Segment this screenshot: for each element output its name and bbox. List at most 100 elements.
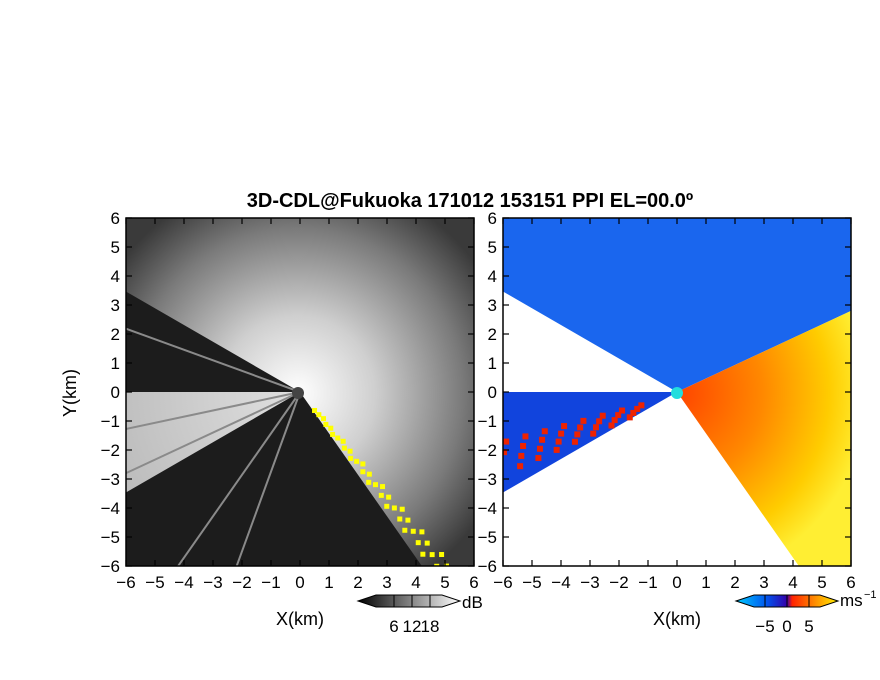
echo-cell	[415, 540, 421, 546]
x-tick-label: −5	[522, 573, 541, 592]
echo-cell	[555, 438, 562, 445]
x-tick-label: 0	[672, 573, 681, 592]
echo-cell	[419, 529, 425, 535]
velocity-ticks: −6 −5 −4 −3 −2 −1 0 1 2 3 4 5 6 −6 −5 −4 −3 −2 −1 0 1 2 3 4 5 6	[478, 209, 856, 592]
echo-cell	[574, 431, 581, 438]
velocity-image	[503, 218, 851, 566]
echo-cell	[328, 425, 334, 431]
echo-cell	[354, 458, 360, 464]
echo-cell	[340, 438, 346, 444]
y-axis-label: Y(km)	[60, 369, 80, 417]
echo-cell	[590, 430, 597, 437]
beam-ray	[126, 391, 301, 475]
velocity-panel: −6 −5 −4 −3 −2 −1 0 1 2 3 4 5 6 −6 −5 −4 −3 −2 −1 0 1 2 3 4 5 6 X…	[478, 209, 877, 636]
reflectivity-colorbar: 6 12 18 dB	[356, 593, 483, 636]
echo-cell	[397, 516, 403, 522]
echo-cell	[599, 412, 606, 419]
y-tick-label: −2	[101, 441, 120, 460]
y-tick-label: −4	[478, 499, 497, 518]
y-tick-label: 5	[488, 238, 497, 257]
x-tick-label: 5	[440, 573, 449, 592]
beam-ray	[235, 391, 301, 566]
x-tick-label: 4	[788, 573, 797, 592]
velocity-colorbar: −5 0 5 ms −1	[734, 589, 877, 636]
echo-cell	[463, 587, 468, 592]
x-tick-label: 4	[411, 573, 420, 592]
echo-cell	[611, 417, 618, 424]
echo-cell	[626, 414, 633, 421]
y-tick-label: 0	[111, 383, 120, 402]
echo-cell	[615, 412, 622, 419]
colorbar-tick-label: 12	[403, 617, 422, 636]
x-tick-label: −2	[232, 573, 251, 592]
echo-cell	[312, 407, 318, 413]
y-tick-label: 5	[111, 238, 120, 257]
velocity-colorbar-ticks: −5 0 5	[755, 595, 814, 636]
colorbar-tick-label: 0	[782, 617, 791, 636]
echo-cell	[443, 563, 449, 566]
reflectivity-colorbar-ticks: 6 12 18	[389, 595, 439, 636]
echo-cell	[420, 551, 426, 557]
y-tick-label: 6	[111, 209, 120, 228]
colorbar-tick-label: 5	[804, 617, 813, 636]
x-tick-label: 2	[353, 573, 362, 592]
echo-cell	[596, 418, 603, 425]
echo-cell	[503, 449, 508, 456]
echo-cell	[535, 455, 542, 462]
echo-cell	[453, 587, 458, 592]
echo-cell	[571, 438, 578, 445]
x-tick-label: −4	[174, 573, 193, 592]
velocity-sector-west	[503, 392, 677, 493]
x-tick-label: −6	[493, 573, 512, 592]
echo-cell	[320, 416, 326, 422]
echo-cell	[561, 423, 568, 430]
echo-cell	[630, 409, 637, 416]
radar-site-marker-velocity	[671, 387, 683, 399]
reflectivity-image	[126, 218, 474, 592]
y-tick-label: 1	[111, 354, 120, 373]
echo-cell	[577, 424, 584, 431]
x-tick-label: 1	[701, 573, 710, 592]
x-tick-label: −1	[638, 573, 657, 592]
echo-cell	[410, 528, 416, 534]
x-axis-label-right: X(km)	[653, 609, 701, 629]
x-tick-label: −3	[203, 573, 222, 592]
echo-cell	[429, 552, 435, 558]
x-tick-label: 3	[759, 573, 768, 592]
echo-cell	[518, 452, 525, 459]
echo-cell	[536, 445, 543, 452]
y-tick-label: 3	[111, 296, 120, 315]
echo-cell	[580, 417, 587, 424]
echo-cell	[522, 433, 529, 440]
reflectivity-sector-west	[126, 392, 300, 493]
x-axis-label-left: X(km)	[276, 609, 324, 629]
beam-ray	[176, 391, 301, 566]
echo-cell	[558, 430, 565, 437]
echo-cell	[391, 505, 397, 511]
velocity-echo	[503, 402, 645, 470]
colorbar-tick-label: −5	[755, 617, 774, 636]
y-tick-label: −6	[478, 557, 497, 576]
y-tick-label: −3	[478, 470, 497, 489]
reflectivity-rays	[126, 327, 301, 566]
reflectivity-ticks: −6 −5 −4 −3 −2 −1 0 1 2 3 4 5 6 −6 −5 −4 −3 −2 −1 0 1 2 3 4 5 6	[101, 209, 479, 592]
x-tick-label: 0	[295, 573, 304, 592]
echo-cell	[539, 436, 546, 443]
echo-cell	[378, 492, 384, 498]
radar-site-marker	[292, 387, 304, 399]
echo-cell	[360, 469, 366, 475]
y-tick-label: −1	[478, 412, 497, 431]
echo-cell	[439, 551, 445, 557]
echo-cell	[341, 445, 347, 451]
y-tick-label: −3	[101, 470, 120, 489]
velocity-colorbar-unit: ms	[840, 591, 863, 610]
y-tick-label: −5	[478, 528, 497, 547]
reflectivity-echo	[312, 407, 468, 592]
velocity-colorbar-unit-exponent: −1	[864, 589, 877, 601]
echo-cell	[402, 527, 408, 533]
y-tick-label: −4	[101, 499, 120, 518]
echo-cell	[517, 463, 524, 470]
y-tick-label: 1	[488, 354, 497, 373]
